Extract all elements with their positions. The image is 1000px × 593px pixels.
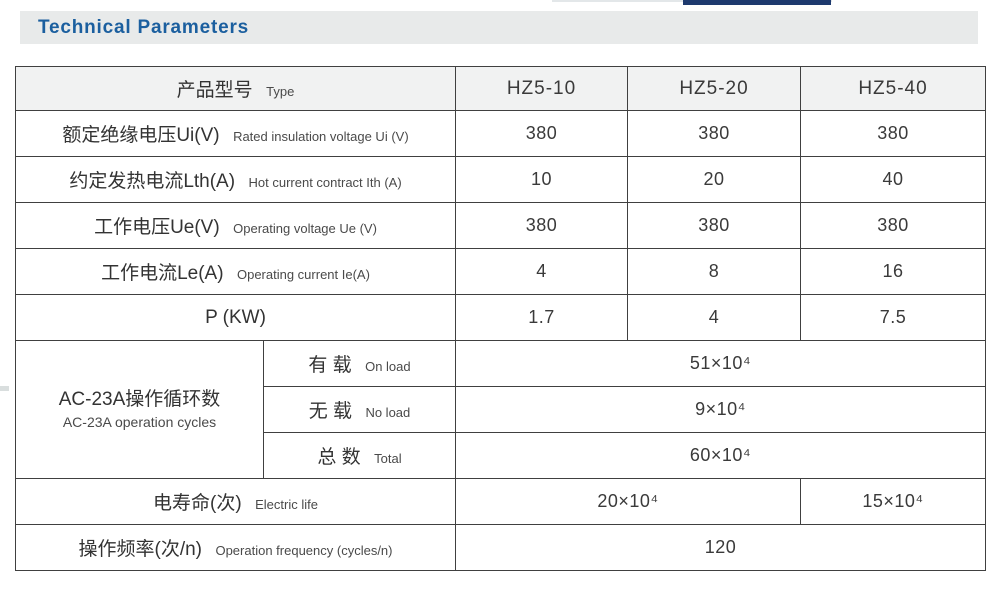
edge-tick-mark <box>0 386 9 391</box>
value-cell-span: 120 <box>455 524 986 571</box>
param-label-cell: 工作电流Le(A) Operating current Ie(A) <box>15 248 456 295</box>
value-cell: 380 <box>455 110 628 157</box>
value-cell: 380 <box>627 110 801 157</box>
value-cell: 40 <box>800 156 986 203</box>
row-operating-voltage: 工作电压Ue(V) Operating voltage Ue (V) 380 3… <box>15 202 986 249</box>
value-cell: 8 <box>627 248 801 295</box>
param-label-en: Rated insulation voltage Ui (V) <box>233 129 409 144</box>
param-label-zh: 工作电压Ue(V) <box>94 217 220 238</box>
subrow-label-en: Total <box>374 451 402 466</box>
param-label-zh: 工作电流Le(A) <box>101 263 224 284</box>
row-operation-frequency: 操作频率(次/n) Operation frequency (cycles/n)… <box>15 524 986 571</box>
subrow-label-zh: 无 载 <box>308 401 352 422</box>
param-label-cell: P (KW) <box>15 294 456 341</box>
subrow-label-zh: 总 数 <box>317 447 361 468</box>
param-label-zh: 约定发热电流Lth(A) <box>69 171 236 192</box>
row-ac23a-total: 总 数 Total 60×10⁴ <box>16 432 986 479</box>
param-label-en: Electric life <box>255 497 318 512</box>
value-cell-span: 9×10⁴ <box>455 386 986 433</box>
row-power-kw: P (KW) 1.7 4 7.5 <box>15 294 986 341</box>
param-label-en: Operating current Ie(A) <box>236 267 370 282</box>
param-label-zh: 操作频率(次/n) <box>78 539 203 560</box>
ac23a-section-label-cell: AC-23A操作循环数 AC-23A operation cycles <box>15 340 264 479</box>
param-label-zh: P (KW) <box>205 306 266 328</box>
ac23a-subrow-label-cell: 有 载 On load <box>263 340 456 387</box>
subrow-label-en: On load <box>365 359 411 374</box>
value-cell-span: 60×10⁴ <box>455 432 986 479</box>
subrow-label-en: No load <box>365 405 411 420</box>
technical-parameters-table: 产品型号 Type HZ5-10 HZ5-20 HZ5-40 额定绝缘电压Ui(… <box>15 66 986 571</box>
param-label-cell: 电寿命(次) Electric life <box>15 478 456 525</box>
param-label-en: Operation frequency (cycles/n) <box>215 543 393 558</box>
technical-parameters-section: 产品型号 Type HZ5-10 HZ5-20 HZ5-40 额定绝缘电压Ui(… <box>15 66 986 571</box>
ac23a-subrow-label-cell: 无 载 No load <box>263 386 456 433</box>
param-label-cell: 约定发热电流Lth(A) Hot current contract Ith (A… <box>15 156 456 203</box>
page-title: Technical Parameters <box>38 16 250 38</box>
ac23a-subrow-label-cell: 总 数 Total <box>263 432 456 479</box>
row-ac23a-on-load: AC-23A操作循环数 AC-23A operation cycles 有 载 … <box>15 340 986 479</box>
value-cell: 20 <box>627 156 801 203</box>
value-cell: 380 <box>800 202 986 249</box>
header-col-hz5-20: HZ5-20 <box>627 66 801 111</box>
value-cell: 10 <box>455 156 628 203</box>
param-label-en: Hot current contract Ith (A) <box>248 175 402 190</box>
header-row: 产品型号 Type HZ5-10 HZ5-20 HZ5-40 <box>15 66 986 111</box>
value-cell: 4 <box>455 248 628 295</box>
header-col-hz5-10: HZ5-10 <box>455 66 628 111</box>
param-label-cell: 额定绝缘电压Ui(V) Rated insulation voltage Ui … <box>15 110 456 157</box>
value-cell: 16 <box>800 248 986 295</box>
param-label-zh: 额定绝缘电压Ui(V) <box>62 125 220 146</box>
top-navy-bar <box>683 0 831 5</box>
value-cell-span: 20×10⁴ <box>455 478 801 525</box>
value-cell: 380 <box>800 110 986 157</box>
param-label-zh: 电寿命(次) <box>153 493 242 514</box>
row-ac23a-no-load: 无 载 No load 9×10⁴ <box>16 386 986 433</box>
value-cell: 380 <box>455 202 628 249</box>
header-type-label-zh: 产品型号 <box>176 80 253 101</box>
header-col-hz5-40: HZ5-40 <box>800 66 986 111</box>
ac23a-label-zh: AC-23A操作循环数 <box>58 389 221 411</box>
param-label-en: Operating voltage Ue (V) <box>233 221 377 236</box>
value-cell: 4 <box>627 294 801 341</box>
param-label-cell: 工作电压Ue(V) Operating voltage Ue (V) <box>15 202 456 249</box>
value-cell: 7.5 <box>800 294 986 341</box>
value-cell: 1.7 <box>455 294 628 341</box>
row-electric-life: 电寿命(次) Electric life 20×10⁴ 15×10⁴ <box>15 478 986 525</box>
row-hot-current: 约定发热电流Lth(A) Hot current contract Ith (A… <box>15 156 986 203</box>
title-bar: Technical Parameters <box>20 11 978 44</box>
subrow-label-zh: 有 载 <box>308 355 352 376</box>
value-cell-span: 51×10⁴ <box>455 340 986 387</box>
row-operating-current: 工作电流Le(A) Operating current Ie(A) 4 8 16 <box>15 248 986 295</box>
ac23a-label-en: AC-23A operation cycles <box>62 413 217 430</box>
value-cell: 15×10⁴ <box>800 478 986 525</box>
param-label-cell: 操作频率(次/n) Operation frequency (cycles/n) <box>15 524 456 571</box>
header-type-label-en: Type <box>266 84 295 99</box>
value-cell: 380 <box>627 202 801 249</box>
header-type-cell: 产品型号 Type <box>15 66 456 111</box>
row-rated-insulation-voltage: 额定绝缘电压Ui(V) Rated insulation voltage Ui … <box>15 110 986 157</box>
